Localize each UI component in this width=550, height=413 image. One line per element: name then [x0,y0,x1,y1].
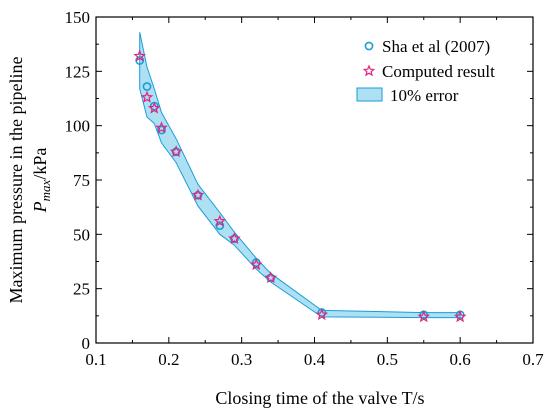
x-tick-label: 0.3 [231,350,252,369]
y-axis-title-line2: Pmax/kPa [30,148,53,214]
computed-data-point [453,310,467,323]
points-layer [133,49,467,323]
computed-data-point [133,49,146,62]
x-tick-label: 0.4 [304,350,326,369]
computed-data-point [417,310,431,323]
y-tick-label: 125 [65,62,91,81]
legend-label-sha: Sha et al (2007) [382,37,490,56]
computed-data-point [155,121,168,134]
ticks-layer: 0.1 0.2 0.3 0.4 0.5 0.6 0.7 0 25 50 75 100 125 150 [65,8,545,369]
legend-label-band: 10% error [390,86,459,105]
x-tick-label: 0.1 [85,350,106,369]
x-tick-label: 0.2 [158,350,179,369]
computed-data-point [191,188,205,201]
legend-band-swatch [356,87,383,102]
computed-data-point [249,258,263,271]
computed-data-point [213,214,227,227]
y-axis-title-line1: Maximum pressure in the pipeline [6,57,26,304]
computed-data-point [264,271,278,284]
computed-data-point [169,145,183,158]
y-tick-label: 25 [73,280,90,299]
legend-label-computed: Computed result [382,62,495,81]
y-tick-label: 150 [65,8,91,27]
y-tick-label: 100 [65,117,91,136]
y-tick-label: 50 [73,225,90,244]
y-axis-subscript: max [38,179,53,201]
computed-data-point [140,90,154,103]
x-tick-label: 0.5 [377,350,398,369]
y-tick-label: 75 [73,171,90,190]
legend-circle-marker [364,41,374,51]
y-axis-symbol: P [30,201,50,213]
computed-data-point [228,232,241,245]
y-tick-label: 0 [82,334,91,353]
x-tick-label: 0.7 [522,350,544,369]
x-tick-label: 0.6 [450,350,471,369]
computed-data-point [147,101,161,114]
computed-data-point [315,308,329,321]
sha-data-point [142,82,152,91]
x-axis-title: Closing time of the valve T/s [215,388,424,408]
legend: Sha et al (2007) Computed result 10% err… [356,37,495,105]
legend-star-marker [362,64,376,77]
sha-data-point [157,125,166,135]
y-axis-unit: /kPa [30,148,50,180]
